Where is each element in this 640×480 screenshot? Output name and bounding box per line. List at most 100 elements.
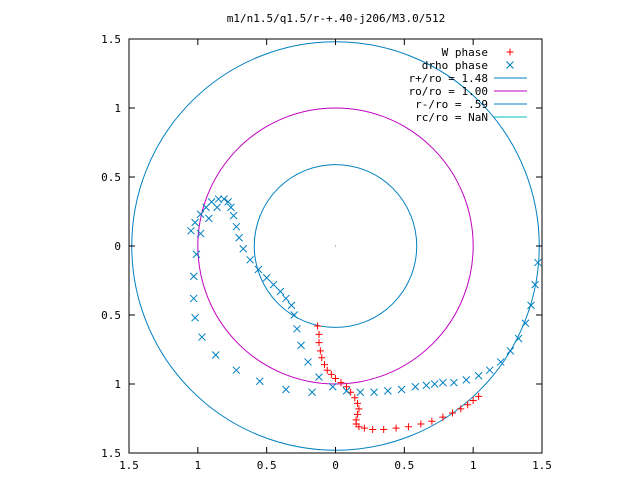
point-0-8	[332, 374, 339, 382]
point-1-12	[239, 244, 248, 253]
point-0-23	[404, 423, 412, 431]
point-1-2	[196, 210, 205, 219]
point-0-31	[475, 392, 483, 400]
origin-dot	[334, 245, 337, 247]
point-0-27	[449, 409, 457, 417]
point-1-45	[534, 258, 542, 267]
point-1-34	[439, 378, 447, 387]
y-tick-label-2: 0.5	[101, 171, 121, 184]
point-1-8	[227, 203, 235, 212]
point-0-15	[354, 410, 362, 418]
y-tick-label-5: 1	[114, 378, 121, 391]
point-1-48	[196, 229, 205, 238]
point-1-19	[287, 301, 296, 310]
point-0-26	[439, 413, 447, 421]
x-tick-label-0: 1.5	[119, 459, 139, 472]
point-1-30	[397, 385, 406, 394]
legend-marker-series-0	[506, 48, 514, 56]
point-1-55	[232, 366, 241, 375]
point-0-10	[343, 383, 351, 391]
point-0-4	[318, 354, 326, 362]
point-1-44	[531, 280, 539, 289]
point-1-38	[485, 366, 494, 375]
point-1-6	[220, 195, 228, 203]
point-1-28	[370, 388, 378, 397]
point-0-21	[380, 426, 388, 434]
legend-label-series-1: drho phase	[422, 59, 488, 72]
data-series	[187, 195, 542, 434]
x-tick-label-6: 1.5	[532, 459, 552, 472]
point-1-40	[506, 347, 515, 355]
chart-title: m1/n1.5/q1.5/r-+.40-j206/M3.0/512	[227, 12, 446, 25]
point-1-20	[290, 311, 299, 319]
x-tick-label-1: 1	[195, 459, 202, 472]
point-1-50	[189, 272, 198, 281]
point-0-5	[320, 361, 328, 369]
y-tick-label-0: 1.5	[101, 33, 121, 46]
point-0-0	[314, 322, 322, 330]
point-0-14	[355, 405, 363, 413]
point-1-49	[192, 250, 201, 259]
x-tick-label-3: 0	[332, 459, 339, 472]
point-1-24	[315, 373, 323, 381]
point-1-57	[282, 385, 290, 394]
point-1-37	[474, 371, 483, 380]
point-0-24	[417, 420, 425, 428]
point-1-22	[297, 341, 305, 350]
point-1-26	[342, 387, 351, 395]
point-1-33	[430, 380, 439, 388]
y-tick-label-4: 0.5	[101, 309, 121, 322]
circle-2	[253, 164, 418, 328]
point-1-32	[422, 381, 431, 390]
legend-label-circle-0: r+/ro = 1.48	[409, 72, 488, 85]
point-1-14	[254, 265, 263, 274]
legend-label-circle-3: rc/ro = NaN	[415, 111, 488, 124]
point-1-31	[411, 382, 420, 391]
point-0-1	[315, 330, 323, 338]
point-1-27	[356, 388, 365, 397]
point-1-15	[262, 273, 271, 282]
point-1-0	[187, 226, 195, 235]
point-1-46	[213, 203, 221, 212]
y-tick-label-1: 1	[114, 102, 121, 115]
point-1-56	[255, 377, 264, 386]
legend-label-series-0: W phase	[442, 46, 488, 59]
series-1	[187, 195, 542, 397]
point-0-3	[316, 347, 324, 355]
legend-label-circle-1: ro/ro = 1.00	[409, 85, 488, 98]
point-0-13	[354, 399, 362, 407]
point-1-52	[191, 313, 199, 322]
point-1-39	[496, 358, 505, 366]
point-0-6	[323, 366, 331, 374]
point-0-9	[337, 379, 345, 387]
point-1-9	[229, 211, 238, 220]
point-0-19	[360, 424, 368, 432]
point-1-29	[383, 387, 392, 395]
x-tick-label-4: 0.5	[394, 459, 414, 472]
point-1-51	[189, 294, 198, 303]
point-1-41	[514, 334, 523, 343]
point-1-25	[328, 382, 337, 391]
axis-ticks: 1.5 1 0.5 0 0.5 1 1.51.510.500.511.5	[101, 33, 552, 472]
point-1-36	[462, 376, 471, 384]
x-tick-label-2: 0.5	[257, 459, 277, 472]
point-1-16	[269, 280, 278, 289]
y-tick-label-3: 0	[114, 240, 121, 253]
point-1-10	[232, 222, 241, 231]
point-1-11	[235, 233, 243, 242]
point-1-7	[224, 197, 232, 206]
point-0-18	[355, 423, 363, 431]
point-0-29	[464, 401, 472, 409]
point-1-1	[191, 218, 199, 227]
series-0	[314, 322, 483, 434]
point-0-25	[428, 417, 436, 425]
point-0-12	[351, 394, 359, 402]
point-0-7	[327, 370, 335, 378]
point-1-23	[304, 358, 312, 366]
point-1-13	[246, 255, 255, 264]
point-1-21	[293, 324, 301, 333]
point-0-22	[392, 424, 400, 432]
point-1-42	[521, 319, 530, 328]
point-0-30	[469, 397, 477, 405]
